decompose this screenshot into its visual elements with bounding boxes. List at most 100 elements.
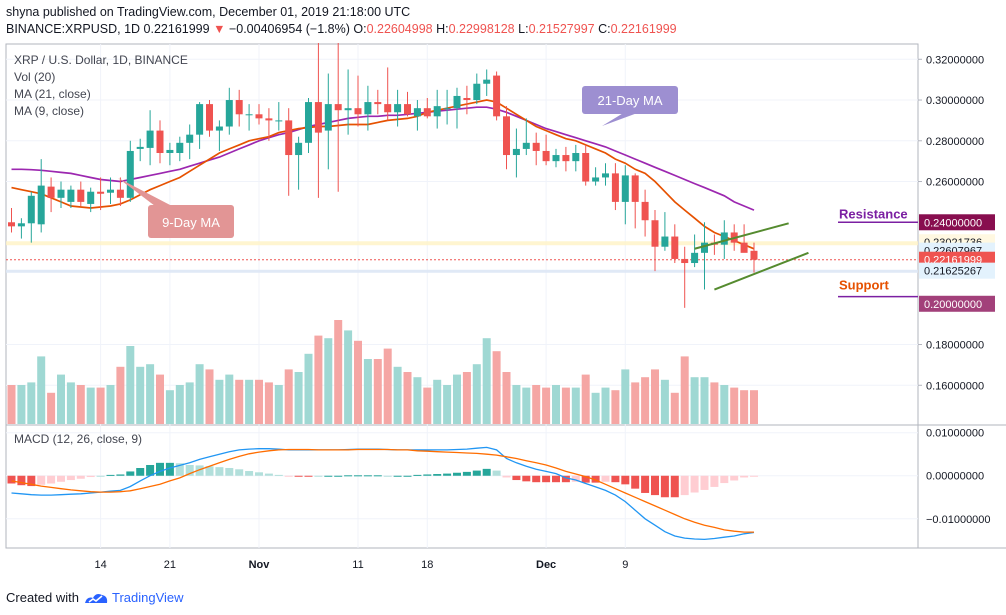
legend-ma9: MA (9, close) (14, 104, 85, 118)
macd-histogram-bar (403, 475, 412, 477)
ma21-callout-box (582, 86, 678, 114)
candle-body (186, 134, 194, 143)
candle-body (611, 173, 619, 202)
candle-body (582, 153, 590, 182)
candle-body (701, 242, 708, 253)
time-tick-label: Dec (536, 559, 556, 571)
macd-histogram-bar (740, 475, 749, 478)
candle-body (285, 120, 293, 156)
candle-body (17, 223, 25, 227)
macd-histogram-bar (611, 475, 620, 483)
level-band (6, 241, 918, 246)
macd-histogram-bar (57, 475, 65, 482)
symbol-label: BINANCE:XRPUSD, 1D (6, 22, 141, 36)
macd-histogram-bar (344, 475, 353, 477)
macd-histogram-bar (591, 475, 600, 483)
candle-body (473, 83, 481, 101)
ma21-line (11, 106, 755, 211)
macd-histogram-bar (27, 475, 36, 487)
candle-body (136, 146, 144, 149)
macd-histogram-bar (126, 471, 135, 476)
macd-histogram-bar (373, 475, 382, 477)
price-chart[interactable]: 0.32000000 0.30000000 0.28000000 0.26000000… (0, 40, 1006, 585)
price-tick-label: 0.26000000 (926, 177, 984, 189)
volume-bar (225, 374, 234, 424)
volume-bar (433, 379, 442, 424)
candle-body (552, 155, 560, 162)
volume-bar (146, 364, 155, 424)
ma21-callout-pointer (602, 112, 640, 126)
ma9-callout-pointer (118, 178, 172, 206)
candle-body (384, 104, 392, 113)
macd-histogram-bar (156, 462, 164, 476)
candle-body (493, 75, 501, 117)
macd-histogram-bar (512, 475, 521, 481)
candle-body (8, 222, 15, 227)
price-level-badge (919, 295, 995, 312)
volume-bar (344, 330, 353, 424)
candle-body (57, 189, 65, 198)
publisher-line: shyna published on TradingView.com, Dece… (6, 5, 411, 19)
volume-bar (611, 390, 620, 424)
volume-bar (235, 379, 244, 424)
volume-bar (532, 385, 541, 424)
time-tick-label: 21 (164, 559, 176, 571)
candle-body (107, 189, 114, 193)
tradingview-brand[interactable]: TradingView (112, 590, 184, 606)
volume-bar (106, 385, 115, 424)
candle-body (572, 153, 580, 162)
macd-histogram-bar (47, 475, 56, 484)
time-tick-label: 9 (622, 559, 628, 571)
macd-histogram-bar (670, 475, 679, 498)
macd-histogram-bar (720, 475, 729, 484)
price-level-badge-label: 0.24000000 (924, 217, 982, 229)
macd-histogram-bar (581, 475, 590, 483)
volume-bar (57, 374, 65, 424)
created-with-label: Created with (6, 590, 79, 606)
price-tick-label: 0.30000000 (926, 95, 984, 107)
volume-bar (126, 346, 135, 424)
macd-histogram-bar (621, 475, 630, 485)
volume-bar (601, 387, 610, 424)
macd-histogram-bar (730, 475, 739, 481)
candle-body (235, 100, 243, 115)
macd-histogram-bar (294, 475, 303, 477)
candle-body (116, 189, 124, 198)
volume-bar (482, 338, 491, 424)
volume-bar (492, 351, 501, 424)
volume-bar (47, 392, 56, 424)
ma9-callout-box (148, 205, 234, 238)
volume-bar (393, 366, 402, 424)
candle-body (681, 258, 689, 264)
macd-histogram-bar (195, 465, 204, 476)
resistance-label: Resistance (839, 206, 908, 221)
candle-body (443, 108, 451, 110)
candle-body (463, 97, 471, 101)
candle-body (542, 150, 550, 162)
candle-body (47, 186, 55, 198)
macd-histogram-bar (354, 475, 362, 477)
price-tick-label: 0.32000000 (926, 54, 984, 66)
macd-tick-label: −0.01000000 (926, 514, 991, 526)
macd-histogram-bar (571, 475, 580, 482)
macd-histogram-bar (383, 475, 392, 477)
ma21-callout-text: 21-Day MA (597, 93, 662, 108)
macd-histogram-bar (710, 475, 719, 487)
support-label: Support (839, 278, 889, 293)
candle-body (503, 116, 510, 156)
candle-body (37, 185, 45, 225)
time-tick-label: 11 (352, 559, 363, 571)
open-label: O: (353, 22, 367, 36)
upper-trendline (694, 222, 789, 250)
volume-bar (403, 372, 412, 424)
ma9-callout: 9-Day MA (118, 178, 234, 238)
volume-bar (720, 385, 729, 424)
down-arrow-icon: ▼ (213, 22, 226, 36)
candle-body (522, 142, 530, 149)
volume-bar (195, 364, 204, 424)
candle-body (661, 236, 669, 247)
macd-histogram-bar (393, 475, 402, 477)
volume-bar (205, 369, 214, 424)
macd-histogram-bar (136, 468, 145, 476)
legend-title: XRP / U.S. Dollar, 1D, BINANCE (14, 53, 188, 67)
